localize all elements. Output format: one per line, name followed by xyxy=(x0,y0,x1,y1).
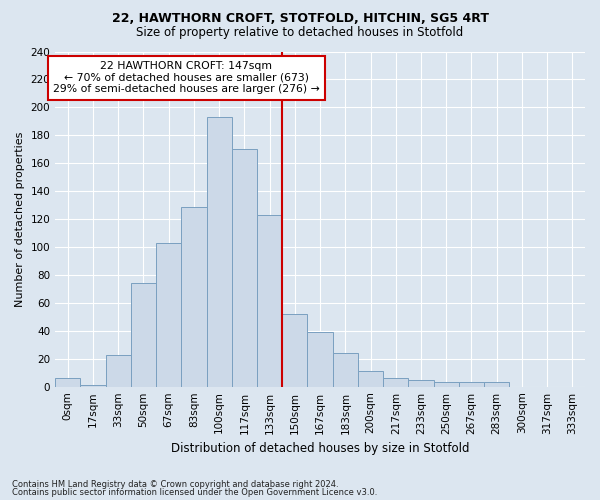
Text: 22, HAWTHORN CROFT, STOTFOLD, HITCHIN, SG5 4RT: 22, HAWTHORN CROFT, STOTFOLD, HITCHIN, S… xyxy=(112,12,488,26)
X-axis label: Distribution of detached houses by size in Stotfold: Distribution of detached houses by size … xyxy=(171,442,469,455)
Text: 22 HAWTHORN CROFT: 147sqm
← 70% of detached houses are smaller (673)
29% of semi: 22 HAWTHORN CROFT: 147sqm ← 70% of detac… xyxy=(53,62,320,94)
Bar xyxy=(55,378,80,386)
Text: Size of property relative to detached houses in Stotfold: Size of property relative to detached ho… xyxy=(136,26,464,39)
Bar xyxy=(282,314,307,386)
Bar xyxy=(307,332,332,386)
Bar xyxy=(459,382,484,386)
Bar xyxy=(206,117,232,386)
Bar xyxy=(257,215,282,386)
Bar xyxy=(131,284,156,387)
Bar xyxy=(156,243,181,386)
Bar xyxy=(332,353,358,386)
Text: Contains HM Land Registry data © Crown copyright and database right 2024.: Contains HM Land Registry data © Crown c… xyxy=(12,480,338,489)
Bar xyxy=(434,382,459,386)
Bar xyxy=(181,206,206,386)
Bar xyxy=(383,378,409,386)
Y-axis label: Number of detached properties: Number of detached properties xyxy=(15,132,25,307)
Bar xyxy=(484,382,509,386)
Bar xyxy=(106,354,131,386)
Bar xyxy=(409,380,434,386)
Bar xyxy=(358,372,383,386)
Bar xyxy=(232,150,257,386)
Text: Contains public sector information licensed under the Open Government Licence v3: Contains public sector information licen… xyxy=(12,488,377,497)
